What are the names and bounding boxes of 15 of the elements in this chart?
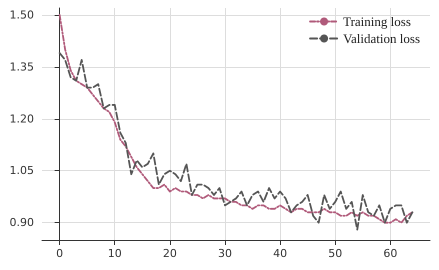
y-tick-label: 1.35 <box>10 60 34 74</box>
x-tick-label: 0 <box>56 247 64 260</box>
legend-label: Training loss <box>343 14 411 29</box>
x-tick-label: 30 <box>218 247 232 260</box>
line-series <box>58 52 414 231</box>
x-tick-label: 10 <box>108 247 122 260</box>
x-tick-label: 20 <box>162 247 177 260</box>
x-tick-label: 40 <box>273 247 288 260</box>
x-tick-label: 60 <box>383 247 398 260</box>
y-tick-label: 0.90 <box>10 216 34 230</box>
y-tick-label: 1.50 <box>10 8 34 22</box>
y-tick-label: 1.05 <box>10 164 34 178</box>
x-tick-label: 50 <box>328 247 342 260</box>
legend-label: Validation loss <box>343 31 420 46</box>
y-tick-label: 1.20 <box>10 112 34 126</box>
